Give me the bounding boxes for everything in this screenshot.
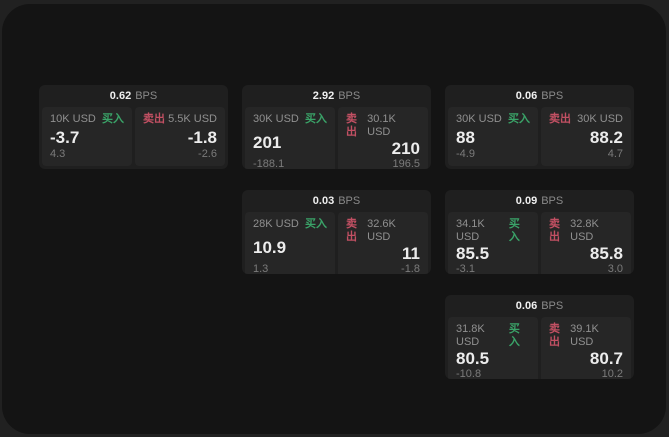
bps-header: 0.62 BPS [39,85,228,107]
buy-amount: 10K USD [50,113,96,125]
buy-amount: 34.1K USD [456,218,485,243]
buy-price: 80.5 [456,349,490,368]
sell-price: 210 [391,139,420,158]
bps-header: 0.09 BPS [445,190,634,212]
sell-panel[interactable]: 卖出 30.1K USD 210 196.5 [338,107,428,169]
buy-amount: 31.8K USD [456,323,485,348]
quote-card: 0.03 BPS 28K USD 买入 10.9 1.3 卖出 32.6K US… [242,190,431,274]
sell-panel[interactable]: 卖出 30K USD 88.2 4.7 [541,107,631,166]
quote-card-grid: 0.62 BPS 10K USD 买入 -3.7 4.3 卖出 5.5K USD [39,85,634,379]
buy-sub-value: -10.8 [456,368,482,379]
buy-side-label: 买入 [508,218,520,243]
sell-sub-value: 196.5 [392,158,420,169]
quote-card: 0.06 BPS 30K USD 买入 88 -4.9 卖出 30K USD [445,85,634,169]
sell-side-label: 卖出 [549,323,560,348]
sell-amount: 30.1K USD [367,113,396,138]
buy-price: 201 [253,132,282,152]
buy-side-label: 买入 [508,323,520,348]
quote-card-body: 28K USD 买入 10.9 1.3 卖出 32.6K USD 11 -1.8 [242,212,431,274]
buy-sub-value: -188.1 [253,158,285,169]
quote-card-body: 31.8K USD 买入 80.5 -10.8 卖出 39.1K USD 80.… [445,317,634,379]
bps-header: 0.06 BPS [445,85,634,107]
sell-side-label: 卖出 [549,218,560,243]
sell-panel[interactable]: 卖出 39.1K USD 80.7 10.2 [541,317,631,379]
sell-amount: 30K USD [577,113,623,125]
sell-panel[interactable]: 卖出 32.6K USD 11 -1.8 [338,212,428,274]
sell-price: 88.2 [589,127,623,147]
bps-unit: BPS [541,90,564,102]
sell-side-label: 卖出 [143,113,165,125]
quote-card-body: 30K USD 买入 201 -188.1 卖出 30.1K USD 210 1… [242,107,431,169]
bps-value: 0.09 [515,195,538,207]
bps-value: 0.06 [515,90,538,102]
sell-sub-value: 10.2 [601,368,623,379]
buy-panel[interactable]: 31.8K USD 买入 80.5 -10.8 [448,317,538,379]
buy-panel[interactable]: 28K USD 买入 10.9 1.3 [245,212,335,274]
sell-sub-value: 3.0 [607,263,623,274]
app-window: 0.62 BPS 10K USD 买入 -3.7 4.3 卖出 5.5K USD [2,4,666,434]
quote-card-body: 34.1K USD 买入 85.5 -3.1 卖出 32.8K USD 85.8… [445,212,634,274]
bps-unit: BPS [338,195,361,207]
buy-amount: 30K USD [253,113,299,125]
bps-value: 0.06 [515,300,538,312]
sell-price: 80.7 [589,349,623,368]
quote-card: 0.62 BPS 10K USD 买入 -3.7 4.3 卖出 5.5K USD [39,85,228,169]
buy-price: 88 [456,127,475,147]
bps-value: 0.62 [109,90,132,102]
sell-amount: 32.6K USD [367,218,396,243]
sell-price: 11 [402,244,420,263]
buy-amount: 28K USD [253,218,299,230]
buy-amount: 30K USD [456,113,502,125]
sell-sub-value: 4.7 [607,148,623,160]
sell-price: 85.8 [589,244,623,263]
sell-sub-value: -2.6 [198,148,217,160]
sell-panel[interactable]: 卖出 32.8K USD 85.8 3.0 [541,212,631,274]
sell-side-label: 卖出 [346,113,357,138]
buy-panel[interactable]: 30K USD 买入 88 -4.9 [448,107,538,166]
quote-card: 0.09 BPS 34.1K USD 买入 85.5 -3.1 卖出 32.8K… [445,190,634,274]
quote-card: 0.06 BPS 31.8K USD 买入 80.5 -10.8 卖出 39.1… [445,295,634,379]
buy-panel[interactable]: 10K USD 买入 -3.7 4.3 [42,107,132,166]
buy-sub-value: -4.9 [456,148,475,160]
buy-sub-value: 1.3 [253,263,269,274]
sell-side-label: 卖出 [346,218,357,243]
buy-side-label: 买入 [305,218,327,230]
bps-header: 2.92 BPS [242,85,431,107]
bps-value: 2.92 [312,90,335,102]
sell-sub-value: -1.8 [401,263,420,274]
bps-unit: BPS [135,90,158,102]
quote-card-body: 10K USD 买入 -3.7 4.3 卖出 5.5K USD -1.8 -2.… [39,107,228,169]
buy-side-label: 买入 [508,113,530,125]
bps-unit: BPS [541,195,564,207]
sell-price: -1.8 [187,127,217,147]
buy-side-label: 买入 [102,113,124,125]
sell-side-label: 卖出 [549,113,571,125]
sell-panel[interactable]: 卖出 5.5K USD -1.8 -2.6 [135,107,225,166]
sell-amount: 39.1K USD [570,323,599,348]
bps-unit: BPS [338,90,361,102]
buy-price: -3.7 [50,127,80,147]
buy-side-label: 买入 [305,113,327,125]
buy-panel[interactable]: 34.1K USD 买入 85.5 -3.1 [448,212,538,274]
sell-amount: 5.5K USD [168,113,217,125]
buy-sub-value: -3.1 [456,263,475,274]
bps-unit: BPS [541,300,564,312]
quote-card: 2.92 BPS 30K USD 买入 201 -188.1 卖出 30.1K … [242,85,431,169]
sell-amount: 32.8K USD [570,218,599,243]
bps-header: 0.06 BPS [445,295,634,317]
bps-value: 0.03 [312,195,335,207]
buy-sub-value: 4.3 [50,148,66,160]
buy-price: 10.9 [253,237,287,257]
quote-card-body: 30K USD 买入 88 -4.9 卖出 30K USD 88.2 4.7 [445,107,634,169]
bps-header: 0.03 BPS [242,190,431,212]
buy-price: 85.5 [456,244,490,263]
buy-panel[interactable]: 30K USD 买入 201 -188.1 [245,107,335,169]
